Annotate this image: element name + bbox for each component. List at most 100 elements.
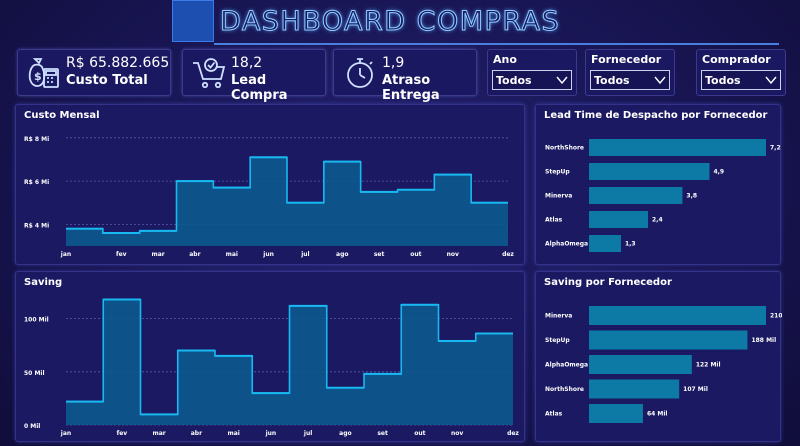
chevron-down-icon — [654, 76, 666, 85]
bar-AlphaOmega — [589, 235, 621, 252]
kpi-value: R$ 65.882.665 — [66, 55, 170, 71]
x-tick-label: jan — [60, 251, 71, 258]
kpi-label: Atraso Entrega — [382, 73, 440, 103]
x-tick-label: jun — [262, 251, 274, 258]
header-accent-block — [172, 0, 214, 42]
category-label: NorthShore — [545, 145, 584, 152]
header: DASHBOARD COMPRAS — [172, 0, 779, 46]
data-label: 3,8 — [686, 193, 697, 200]
bar-Atlas — [589, 404, 643, 423]
chart-title: Saving por Fornecedor — [544, 277, 672, 288]
kpi-card-custo-total: $ R$ 65.882.665 Custo Total — [17, 49, 171, 96]
data-label: 64 Mil — [647, 411, 668, 418]
x-tick-label: mar — [151, 251, 164, 258]
data-label: 188 Mil — [751, 337, 776, 344]
bar-AlphaOmega — [589, 355, 692, 374]
chevron-down-icon — [556, 76, 568, 85]
custo-mensal-chart: R$ 4 Mi R$ 6 Mi R$ 8 Mi jan fev mar abr mai jun j… — [24, 136, 514, 258]
y-tick-label: R$ 8 Mi — [24, 136, 49, 143]
filter-value: Todos — [594, 74, 630, 87]
filter-ano-dropdown[interactable]: Todos — [492, 70, 572, 90]
bar-NorthShore — [589, 379, 680, 399]
filter-comprador-dropdown[interactable]: Todos — [701, 70, 781, 90]
y-tick-label: 0 Mil — [24, 423, 40, 430]
x-tick-label: abr — [189, 251, 200, 258]
data-label: 210 Mil — [770, 313, 782, 320]
filter-label: Ano — [493, 53, 517, 66]
x-tick-label: nov — [451, 430, 463, 437]
series-line — [66, 298, 513, 416]
data-label: 4,9 — [713, 169, 724, 176]
panel-saving-fornecedor: Saving por Fornecedor Minerva 210 Mil Step… — [535, 271, 782, 442]
x-tick-label: ago — [336, 251, 348, 258]
category-label: Minerva — [545, 313, 572, 320]
y-tick-label: R$ 4 Mi — [24, 222, 49, 229]
header-underline — [214, 43, 779, 45]
x-tick-label: fev — [117, 430, 128, 437]
category-label: NorthShore — [545, 386, 584, 393]
x-tick-label: set — [374, 251, 385, 258]
x-tick-label: dez — [502, 251, 514, 258]
data-label: 122 Mil — [696, 362, 721, 369]
data-label: 107 Mil — [683, 386, 708, 393]
bar-Minerva — [589, 187, 683, 204]
x-tick-label: jun — [265, 430, 277, 437]
saving-chart: 0 Mil 50 Mil 100 Mil jan fev mar abr mai jun jul a… — [24, 298, 519, 437]
x-tick-label: dez — [507, 430, 519, 437]
kpi-label: Lead Compra — [231, 73, 288, 103]
chevron-down-icon — [765, 76, 777, 85]
category-label: AlphaOmega — [545, 362, 588, 369]
panel-lead-time-fornecedor: Lead Time de Despacho por Fornecedor Nor… — [535, 104, 781, 265]
filter-ano: Ano Todos — [487, 49, 577, 96]
svg-text:$: $ — [34, 70, 42, 83]
category-label: Atlas — [545, 411, 563, 418]
bar-NorthShore — [589, 139, 766, 156]
category-label: Minerva — [545, 193, 572, 200]
data-label: 2,4 — [652, 217, 663, 224]
x-tick-label: out — [410, 251, 421, 258]
bar-StepUp — [589, 163, 710, 180]
filter-label: Comprador — [702, 53, 771, 66]
data-label: 7,2 — [770, 145, 781, 152]
bar-Atlas — [589, 211, 648, 228]
panel-saving: Saving 0 Mil 50 Mil 100 Mil jan fev mar abr mai… — [15, 271, 525, 442]
x-tick-label: nov — [447, 251, 459, 258]
x-tick-label: mai — [226, 251, 238, 258]
data-label: 1,3 — [625, 241, 636, 248]
chart-title: Saving — [24, 277, 63, 288]
filter-comprador: Comprador Todos — [696, 49, 786, 96]
kpi-value: 1,9 — [382, 55, 405, 71]
filter-value: Todos — [705, 74, 741, 87]
category-label: AlphaOmega — [545, 241, 588, 248]
x-tick-label: jan — [60, 430, 71, 437]
filter-label: Fornecedor — [591, 53, 662, 66]
x-tick-label: jul — [300, 251, 309, 258]
lead-time-bar-chart: NorthShore 7,2 StepUp 4,9 Minerva 3,8 Atlas 2,4… — [545, 139, 781, 252]
filter-fornecedor-dropdown[interactable]: Todos — [590, 70, 670, 90]
panel-custo-mensal: Custo Mensal R$ 4 Mi R$ 6 Mi R$ 8 Mi jan fev… — [15, 104, 525, 265]
cart-check-icon — [193, 58, 226, 89]
chart-title: Lead Time de Despacho por Fornecedor — [544, 110, 768, 121]
series-line — [66, 156, 508, 234]
x-tick-label: out — [414, 430, 425, 437]
money-calculator-icon: $ — [28, 58, 59, 88]
x-tick-label: jul — [303, 430, 312, 437]
chart-title: Custo Mensal — [24, 110, 100, 121]
kpi-label: Custo Total — [66, 73, 148, 88]
x-tick-label: mai — [227, 430, 239, 437]
category-label: Atlas — [545, 217, 563, 224]
x-tick-label: set — [377, 430, 388, 437]
bar-StepUp — [589, 330, 748, 350]
filter-value: Todos — [496, 74, 532, 87]
category-label: StepUp — [545, 169, 570, 176]
saving-fornecedor-bar-chart: Minerva 210 Mil StepUp 188 Mil AlphaOmega 122… — [545, 306, 782, 423]
x-tick-label: abr — [191, 430, 202, 437]
x-tick-label: fev — [116, 251, 127, 258]
filter-fornecedor: Fornecedor Todos — [585, 49, 675, 96]
y-tick-label: R$ 6 Mi — [24, 179, 49, 186]
stopwatch-icon — [347, 58, 373, 88]
y-tick-label: 50 Mil — [24, 370, 45, 377]
kpi-card-lead-compra: 18,2 Lead Compra — [182, 49, 326, 103]
kpi-card-atraso-entrega: 1,9 Atraso Entrega — [333, 49, 477, 103]
page-title: DASHBOARD COMPRAS — [219, 6, 561, 38]
